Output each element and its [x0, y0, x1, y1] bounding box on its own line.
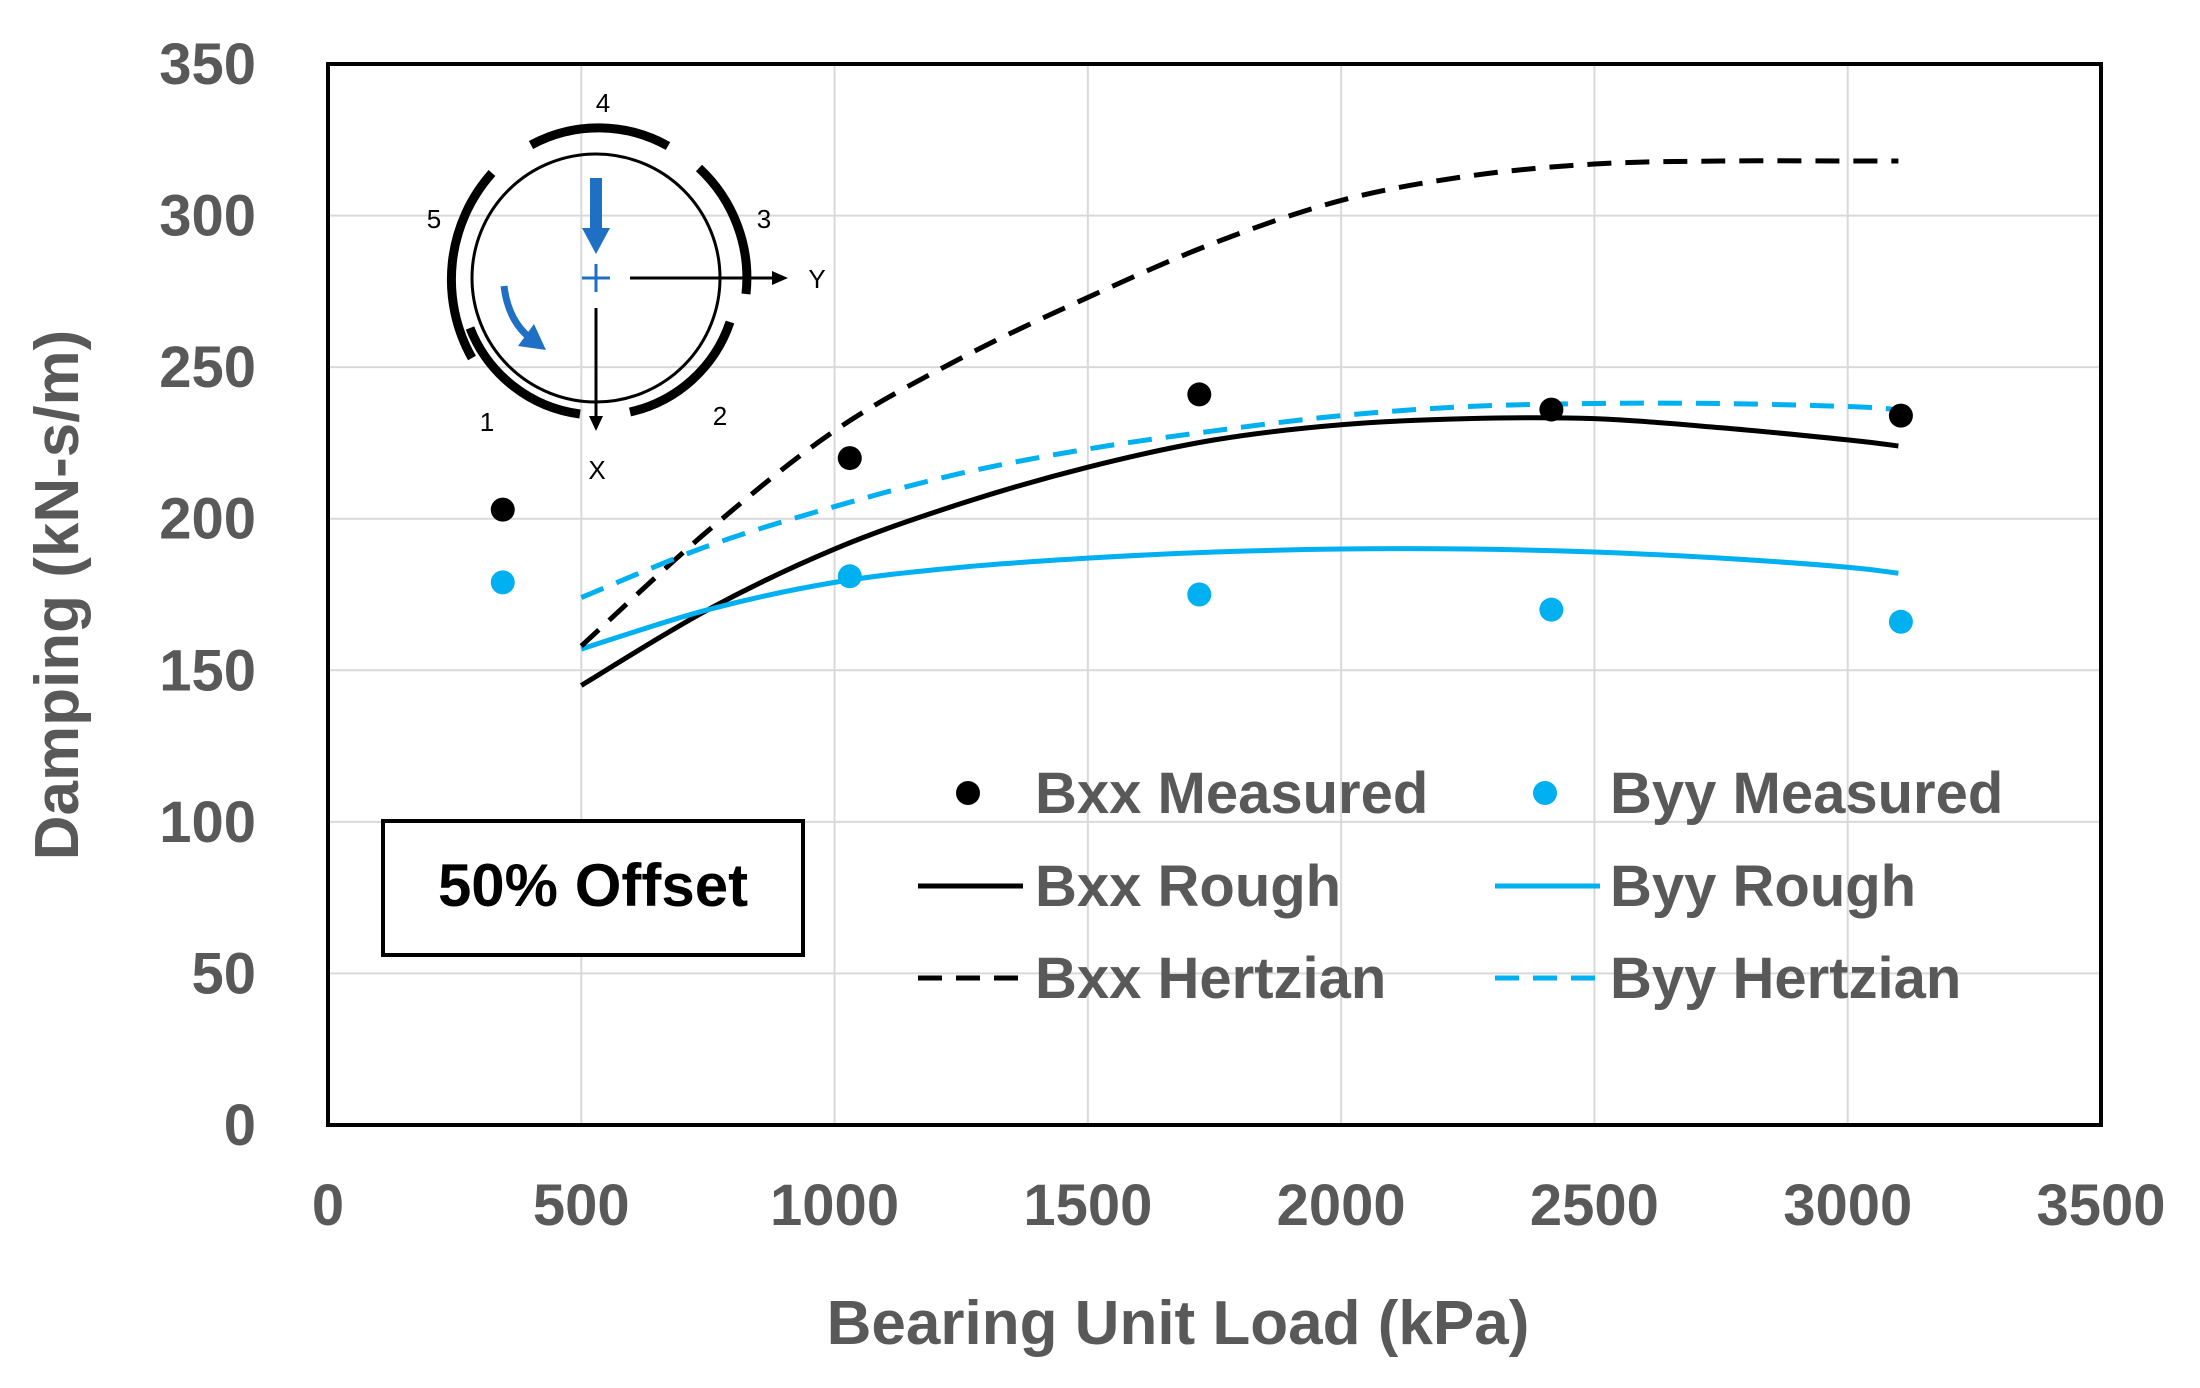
bearing-pad-1	[465, 326, 581, 419]
y-tick-label: 300	[159, 184, 256, 249]
y-tick-label: 150	[159, 638, 256, 703]
bxx-rough-line	[580, 415, 1899, 688]
y-tick-label: 0	[224, 1093, 256, 1158]
offset-annotation-box	[381, 819, 805, 957]
x-axis-label: X	[588, 455, 605, 485]
bxx-measured-point	[1888, 403, 1913, 428]
bxx-measured-point	[1187, 382, 1212, 407]
bearing-pad-5	[446, 170, 496, 361]
x-tick-label: 1500	[1023, 1173, 1152, 1238]
bxx-measured-point	[1539, 397, 1564, 422]
legend: Bxx Measured Byy Measured Bxx Rough Byy Rou…	[918, 761, 2003, 1011]
byy-hertzian-line	[580, 400, 1899, 600]
byy-measured-point	[837, 564, 862, 589]
y-tick-label: 250	[159, 335, 256, 400]
legend-symbol-byy-measured	[1533, 781, 1557, 805]
pad-label-5: 5	[427, 204, 441, 234]
bxx-measured-point	[837, 446, 862, 471]
grid-lines	[328, 64, 2101, 1125]
byy-measured-point	[490, 570, 515, 595]
y-axis-arrow-head	[772, 271, 788, 285]
offset-annotation: 50% Offset	[381, 819, 805, 957]
x-tick-label: 3500	[2036, 1173, 2165, 1238]
bearing-pad-3	[695, 164, 752, 295]
legend-label-byy-rough: Byy Rough	[1610, 854, 1916, 919]
pad-label-2: 2	[713, 401, 727, 431]
bearing-pad-2	[629, 320, 735, 417]
y-tick-label: 50	[191, 941, 256, 1006]
pad-label-4: 4	[596, 88, 610, 118]
byy-measured-point	[1888, 609, 1913, 634]
legend-label-bxx-rough: Bxx Rough	[1035, 854, 1341, 919]
plot-frame	[326, 62, 2103, 1127]
bearing-inset-diagram: 1 2 3 4 5 X Y	[427, 88, 826, 485]
legend-symbol-bxx-measured	[956, 781, 980, 805]
offset-annotation-text: 50% Offset	[438, 852, 748, 919]
rotation-arrow-icon	[518, 324, 546, 350]
y-axis-label: Y	[808, 264, 825, 294]
x-tick-label: 1000	[770, 1173, 899, 1238]
x-tick-label: 2000	[1277, 1173, 1406, 1238]
x-tick-label: 3000	[1783, 1173, 1912, 1238]
pad-label-1: 1	[480, 407, 494, 437]
bxx-hertzian-line	[579, 158, 1899, 648]
y-tick-label: 100	[159, 790, 256, 855]
bearing-pad-4	[528, 123, 671, 150]
load-arrow-shaft	[590, 178, 602, 230]
x-axis-arrow-head	[589, 416, 603, 431]
legend-label-bxx-measured: Bxx Measured	[1035, 761, 1428, 826]
rotation-arrow-curve	[500, 285, 533, 341]
y-tick-label: 200	[159, 487, 256, 552]
x-tick-label: 500	[533, 1173, 630, 1238]
y-tick-label: 350	[159, 32, 256, 97]
load-arrow-icon	[582, 228, 610, 254]
legend-label-bxx-hertzian: Bxx Hertzian	[1035, 946, 1386, 1011]
byy-measured-point	[1539, 597, 1564, 622]
legend-label-byy-hertzian: Byy Hertzian	[1610, 946, 1961, 1011]
pad-label-3: 3	[757, 204, 771, 234]
byy-rough-line	[580, 546, 1899, 652]
x-tick-label: 2500	[1530, 1173, 1659, 1238]
x-tick-label: 0	[312, 1173, 344, 1238]
axis-ticks: 0 500 1000 1500 2000 2500 3000 3500 0 50 100 150 200…	[159, 32, 2165, 1238]
x-axis-title: Bearing Unit Load (kPa)	[827, 1289, 1530, 1358]
series-lines	[579, 158, 1899, 688]
bxx-measured-point	[490, 497, 515, 522]
legend-label-byy-measured: Byy Measured	[1610, 761, 2003, 826]
y-axis-title: Damping (kN-s/m)	[23, 330, 92, 860]
byy-measured-point	[1187, 582, 1212, 607]
series-markers	[490, 382, 1913, 634]
